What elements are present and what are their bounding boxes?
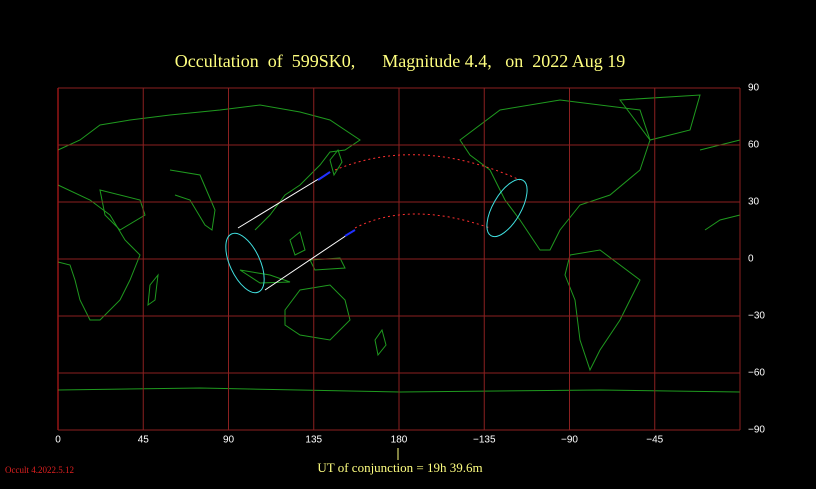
y-tick-label: −90 bbox=[748, 425, 765, 436]
coastline bbox=[57, 184, 141, 321]
x-tick-label: 180 bbox=[391, 435, 408, 446]
track-south bbox=[264, 232, 351, 291]
track-north-night bbox=[334, 154, 521, 181]
y-tick-label: 90 bbox=[748, 83, 760, 94]
y-tick-label: 30 bbox=[748, 197, 760, 208]
coastline bbox=[169, 169, 216, 231]
x-tick-label: 90 bbox=[223, 435, 235, 446]
coastline bbox=[99, 189, 146, 231]
version: Occult 4.2022.5.12 bbox=[5, 465, 74, 475]
coastline bbox=[619, 94, 701, 141]
track-north bbox=[237, 171, 331, 229]
track-south-night bbox=[354, 213, 491, 229]
title: Occultation of 599SK0, Magnitude 4.4, on… bbox=[175, 51, 625, 71]
rise-set-limit bbox=[486, 178, 528, 238]
coastline bbox=[57, 104, 361, 231]
occultation-track bbox=[225, 154, 528, 294]
x-tick-label: 135 bbox=[305, 435, 322, 446]
x-tick-label: 45 bbox=[138, 435, 150, 446]
y-tick-label: 60 bbox=[748, 140, 760, 151]
y-tick-label: 0 bbox=[748, 254, 754, 265]
footer: UT of conjunction = 19h 39.6m bbox=[317, 460, 482, 475]
track-south-twilight bbox=[344, 229, 356, 237]
x-tick-label: 0 bbox=[55, 435, 61, 446]
grid bbox=[57, 87, 741, 431]
coastline bbox=[374, 328, 387, 357]
x-tick-label: −135 bbox=[473, 435, 496, 446]
coastline bbox=[57, 387, 741, 393]
coastline bbox=[147, 273, 159, 307]
track-north-twilight bbox=[317, 171, 331, 181]
y-tick-label: −30 bbox=[748, 311, 765, 322]
coastline bbox=[329, 148, 343, 177]
x-tick-label: −45 bbox=[646, 435, 663, 446]
coastline bbox=[284, 284, 351, 341]
x-tick-label: −90 bbox=[561, 435, 578, 446]
y-tick-label: −60 bbox=[748, 368, 765, 379]
rise-set-limit bbox=[225, 232, 265, 294]
